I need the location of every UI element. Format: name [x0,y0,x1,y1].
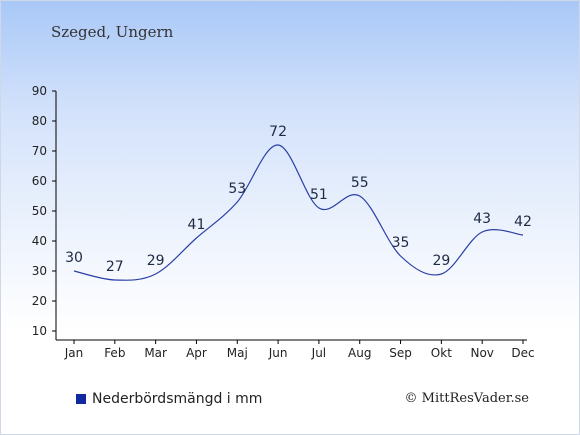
data-labels: 30 27 29 41 53 72 51 55 35 29 43 42 [65,124,532,275]
legend-label: Nederbördsmängd i mm [92,391,263,407]
credit-text: © MittResVader.se [404,391,529,406]
data-label: 27 [106,259,124,275]
x-tick-label: Jun [268,346,288,360]
data-label: 43 [473,211,491,227]
data-label: 42 [514,214,532,230]
data-label: 41 [188,217,206,233]
x-tick-label: Feb [104,346,125,360]
x-tick-label: Mar [144,346,167,360]
y-tick-label: 70 [32,144,47,158]
data-label: 29 [147,253,165,269]
y-tick-label: 40 [32,234,47,248]
data-label: 35 [392,235,410,251]
data-label: 30 [65,250,83,266]
y-ticks: 10 20 30 40 50 60 70 80 90 [32,84,56,338]
data-label: 72 [269,124,287,140]
x-tick-label: Jan [64,346,84,360]
y-tick-label: 60 [32,174,47,188]
x-tick-label: Jul [311,346,326,360]
axes [55,91,527,341]
y-tick-label: 50 [32,204,47,218]
x-tick-label: Sep [389,346,412,360]
series-line [73,144,524,281]
legend: Nederbördsmängd i mm [76,391,262,407]
y-tick-label: 10 [32,324,47,338]
y-tick-label: 20 [32,294,47,308]
x-ticks: Jan Feb Mar Apr Maj Jun Jul Aug Sep Okt Nov Dec [64,340,535,360]
x-tick-label: Apr [186,346,207,360]
x-tick-label: Nov [470,346,493,360]
chart-title: Szeged, Ungern [51,23,174,41]
data-label: 53 [228,181,246,197]
y-tick-label: 80 [32,114,47,128]
x-tick-label: Aug [348,346,371,360]
legend-swatch [76,394,86,404]
x-tick-label: Dec [511,346,534,360]
y-tick-label: 90 [32,84,47,98]
x-tick-label: Okt [431,346,452,360]
x-tick-label: Maj [227,346,248,360]
data-label: 55 [351,175,369,191]
data-label: 51 [310,187,328,203]
data-label: 29 [432,253,450,269]
y-tick-label: 30 [32,264,47,278]
